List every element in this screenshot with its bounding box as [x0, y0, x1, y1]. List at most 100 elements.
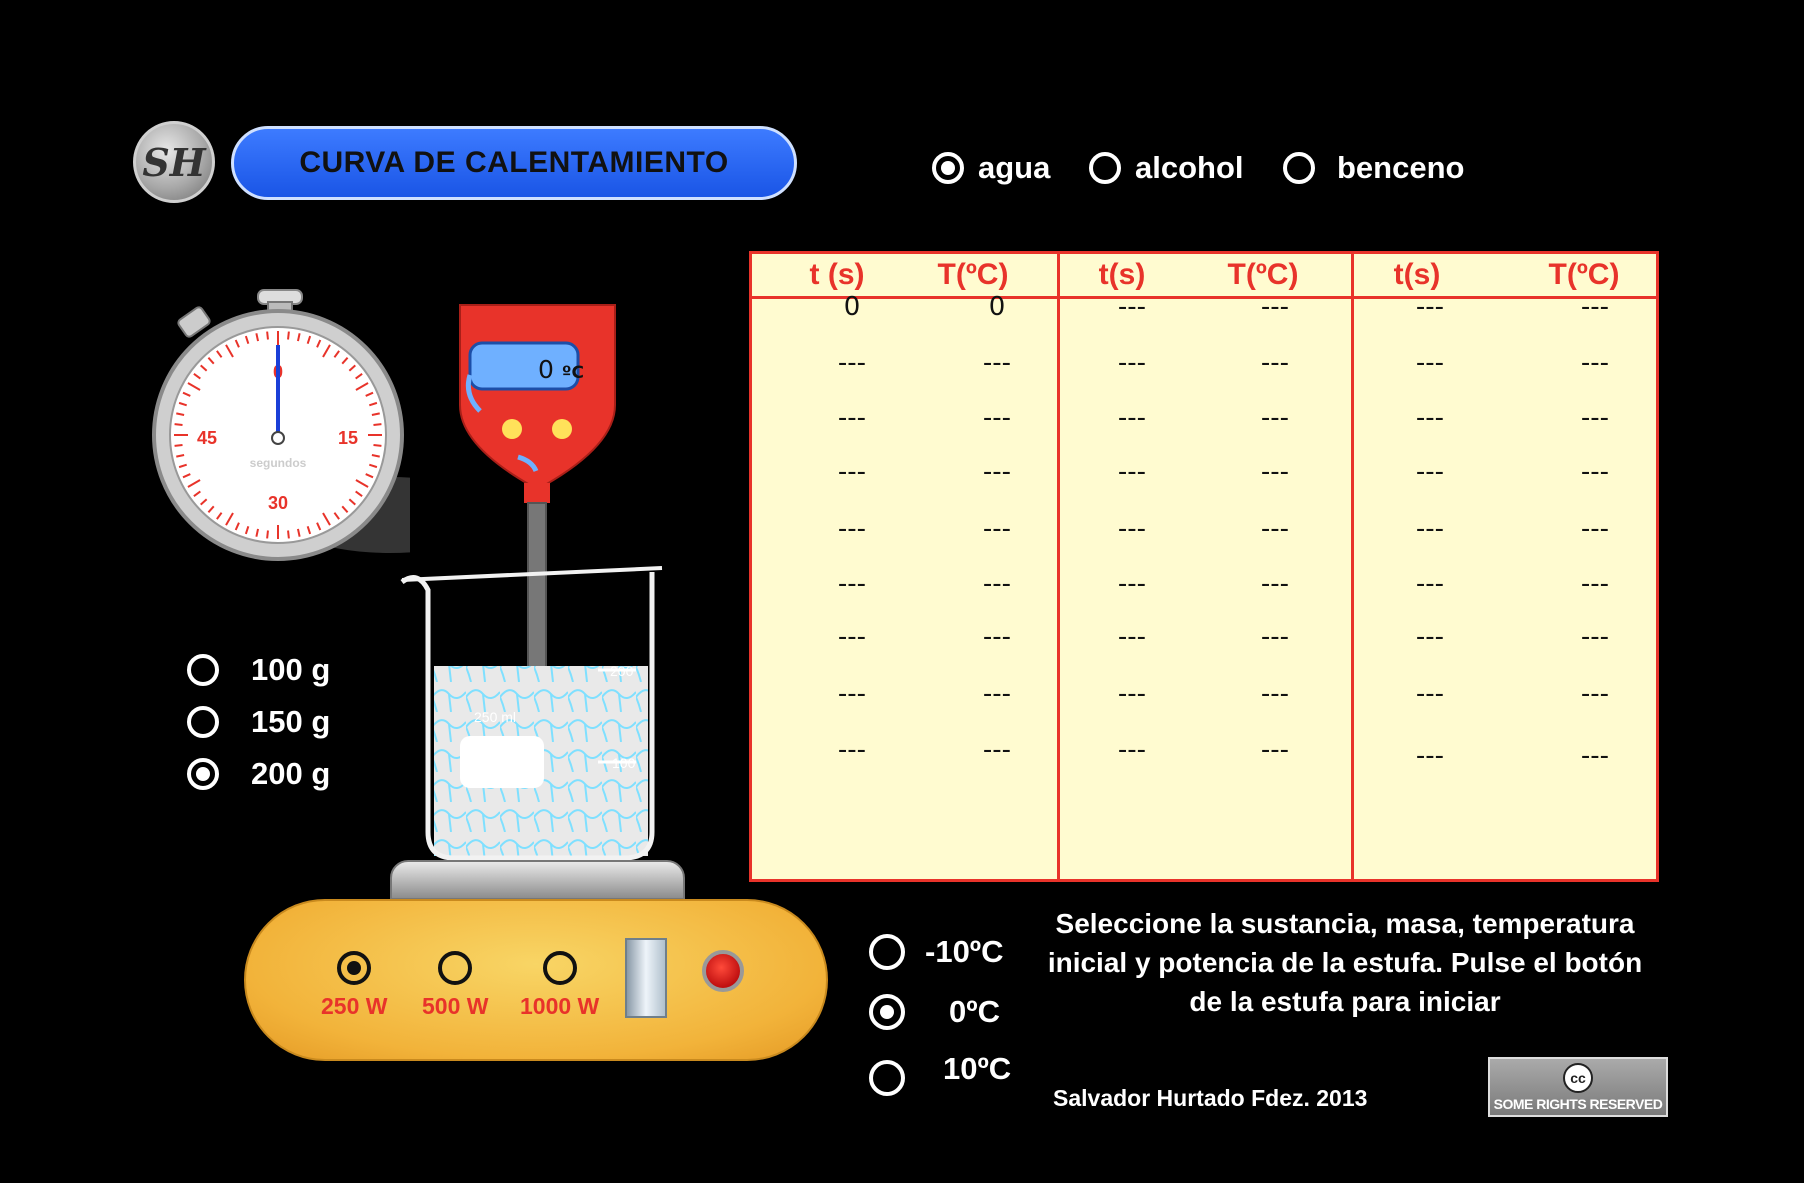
thermometer-value: 0	[538, 355, 554, 384]
substance-radio-benceno[interactable]: benceno	[1283, 150, 1464, 186]
table-cell: ---	[1117, 622, 1147, 652]
table-cell: ---	[1117, 403, 1147, 433]
table-cell: ---	[1260, 569, 1290, 599]
stopwatch-unit: segundos	[250, 456, 307, 470]
substance-label: agua	[978, 150, 1051, 185]
table-cell: ---	[1117, 679, 1147, 709]
table-cell: ---	[982, 403, 1012, 433]
mass-label: 150 g	[251, 704, 331, 739]
table-cell: ---	[1117, 457, 1147, 487]
creative-commons-icon: cc	[1563, 1062, 1593, 1093]
data-table: t (s) T(ºC) t(s) T(ºC) t(s) T(ºC) 0 0 --- -…	[749, 251, 1659, 882]
power-label: 1000 W	[520, 993, 600, 1019]
power-label: 250 W	[321, 993, 388, 1019]
table-cell: ---	[1580, 569, 1610, 599]
table-header-t3: t(s)	[1393, 258, 1441, 291]
table-cell: ---	[837, 679, 867, 709]
table-cell: ---	[1415, 514, 1445, 544]
power-radio-250w[interactable]: 250 W	[321, 951, 387, 1020]
table-header-T1: T(ºC)	[937, 258, 1009, 291]
beaker-mark-200: 200	[610, 663, 634, 679]
table-cell: ---	[982, 679, 1012, 709]
table-cell: ---	[837, 514, 867, 544]
beaker: 200 250 ml 100	[400, 566, 663, 861]
temp-radio-minus10[interactable]: -10ºC	[869, 934, 1004, 970]
radio-circle-icon	[542, 951, 577, 985]
table-cell: ---	[837, 348, 867, 378]
thermometer-unit: ºC	[561, 363, 584, 383]
radio-circle-icon	[932, 152, 964, 184]
radio-circle-icon	[187, 654, 219, 686]
radio-circle-icon	[337, 951, 372, 985]
table-cell: ---	[982, 348, 1012, 378]
table-cell: ---	[1117, 514, 1147, 544]
table-cell: ---	[1260, 679, 1290, 709]
beaker-mark-100: 100	[612, 755, 636, 771]
substance-label: alcohol	[1135, 150, 1244, 185]
radio-circle-icon	[187, 758, 219, 790]
table-cell: ---	[1580, 622, 1610, 652]
table-cell: ---	[1260, 457, 1290, 487]
table-cell: ---	[1415, 741, 1445, 771]
mass-radio-100g[interactable]: 100 g	[187, 652, 330, 688]
cc-license-badge[interactable]: cc SOME RIGHTS RESERVED	[1488, 1057, 1668, 1117]
radio-circle-icon	[438, 951, 473, 985]
table-cell: ---	[1415, 457, 1445, 487]
substance-radio-alcohol[interactable]: alcohol	[1089, 150, 1244, 186]
author-credit: Salvador Hurtado Fdez. 2013	[1053, 1085, 1368, 1111]
table-cell: 0	[843, 292, 861, 322]
table-cell: ---	[837, 457, 867, 487]
radio-circle-icon	[869, 994, 905, 1030]
mass-radio-200g[interactable]: 200 g	[187, 756, 330, 792]
table-cell: ---	[1260, 514, 1290, 544]
radio-circle-icon	[869, 934, 905, 970]
table-cell: ---	[1415, 622, 1445, 652]
stopwatch: 0 15 30 45 segundos	[152, 289, 410, 561]
table-cell: ---	[1117, 569, 1147, 599]
table-cell: ---	[837, 403, 867, 433]
table-cell: ---	[982, 457, 1012, 487]
stopwatch-mark-15: 15	[338, 428, 358, 448]
temp-radio-10[interactable]: 10ºC	[869, 1051, 1011, 1096]
substance-radio-agua[interactable]: agua	[932, 150, 1050, 186]
table-cell: ---	[1580, 679, 1610, 709]
table-cell: ---	[837, 735, 867, 765]
table-cell: ---	[1580, 348, 1610, 378]
radio-circle-icon	[869, 1060, 905, 1096]
temp-label: -10ºC	[925, 934, 1004, 969]
table-cell: ---	[1580, 292, 1610, 322]
table-cell: ---	[982, 622, 1012, 652]
beaker-mark-250ml: 250 ml	[474, 709, 516, 725]
table-cell: ---	[1415, 292, 1445, 322]
page-title: CURVA DE CALENTAMIENTO	[231, 126, 797, 200]
temp-label: 10ºC	[943, 1051, 1012, 1086]
table-cell: ---	[1260, 348, 1290, 378]
stove-switch[interactable]	[625, 938, 667, 1018]
stove-start-button[interactable]	[702, 950, 744, 992]
table-cell: ---	[1580, 741, 1610, 771]
power-radio-1000w[interactable]: 1000 W	[520, 951, 599, 1020]
radio-circle-icon	[1089, 152, 1121, 184]
power-label: 500 W	[422, 993, 489, 1019]
table-cell: ---	[1415, 679, 1445, 709]
table-cell: ---	[1117, 348, 1147, 378]
stopwatch-mark-45: 45	[197, 428, 217, 448]
table-cell: ---	[1260, 403, 1290, 433]
power-radio-500w[interactable]: 500 W	[422, 951, 488, 1020]
table-cell: ---	[982, 735, 1012, 765]
mass-radio-150g[interactable]: 150 g	[187, 704, 330, 740]
table-cell: ---	[837, 569, 867, 599]
table-cell: ---	[837, 622, 867, 652]
temp-label: 0ºC	[949, 994, 1000, 1029]
stove-plate	[390, 860, 685, 900]
instructions-text: Seleccione la sustancia, masa, temperatu…	[1047, 908, 1643, 1017]
table-header-T2: T(ºC)	[1227, 258, 1299, 291]
radio-circle-icon	[187, 706, 219, 738]
table-cell: 0	[988, 292, 1006, 322]
table-header-t2: t(s)	[1098, 258, 1146, 291]
temp-radio-0[interactable]: 0ºC	[869, 994, 1000, 1030]
table-cell: ---	[1415, 569, 1445, 599]
table-cell: ---	[1415, 403, 1445, 433]
table-header-t1: t (s)	[809, 258, 865, 291]
table-cell: ---	[1580, 403, 1610, 433]
